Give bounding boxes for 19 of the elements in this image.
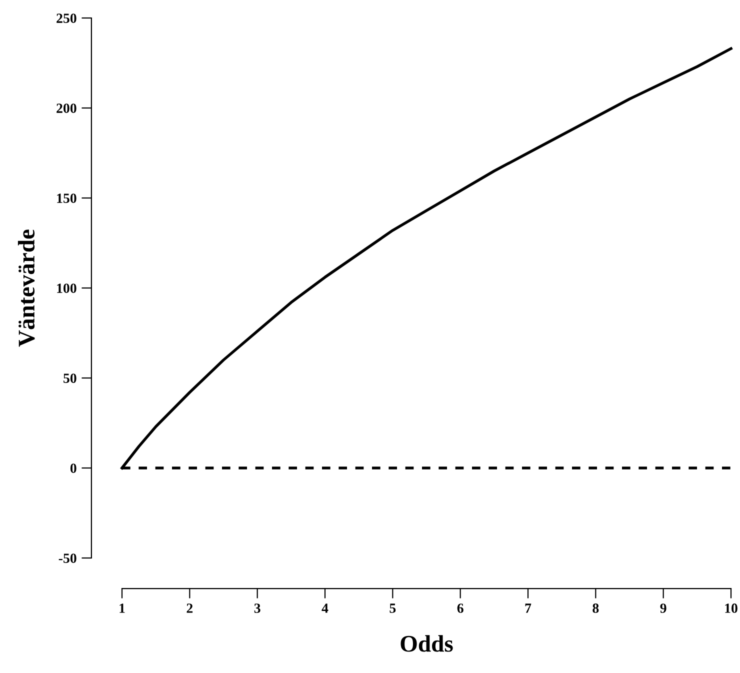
x-tick-label: 1	[120, 604, 125, 613]
x-tick-label: 6	[457, 604, 464, 613]
x-tick-label: 9	[660, 604, 666, 613]
y-tick-label: 100	[57, 284, 76, 293]
y-tick-label: 50	[64, 374, 76, 383]
x-tick-label: 2	[186, 604, 193, 613]
y-tick-label: 250	[56, 14, 76, 23]
x-tick-label: 8	[592, 604, 599, 613]
y-tick-label: 150	[57, 194, 76, 203]
y-tick-label: 200	[56, 104, 76, 113]
x-tick-label: 5	[390, 604, 396, 613]
x-tick-label: 7	[525, 604, 532, 613]
y-tick-label: -50	[58, 554, 76, 563]
x-tick-label: 10	[725, 604, 738, 613]
y-tick-label: 0	[70, 464, 76, 473]
y-axis-title: Väntevärde	[18, 230, 35, 347]
x-tick-label: 3	[254, 604, 260, 613]
x-tick-label: 4	[322, 604, 328, 613]
x-axis-title: Odds	[400, 635, 453, 652]
